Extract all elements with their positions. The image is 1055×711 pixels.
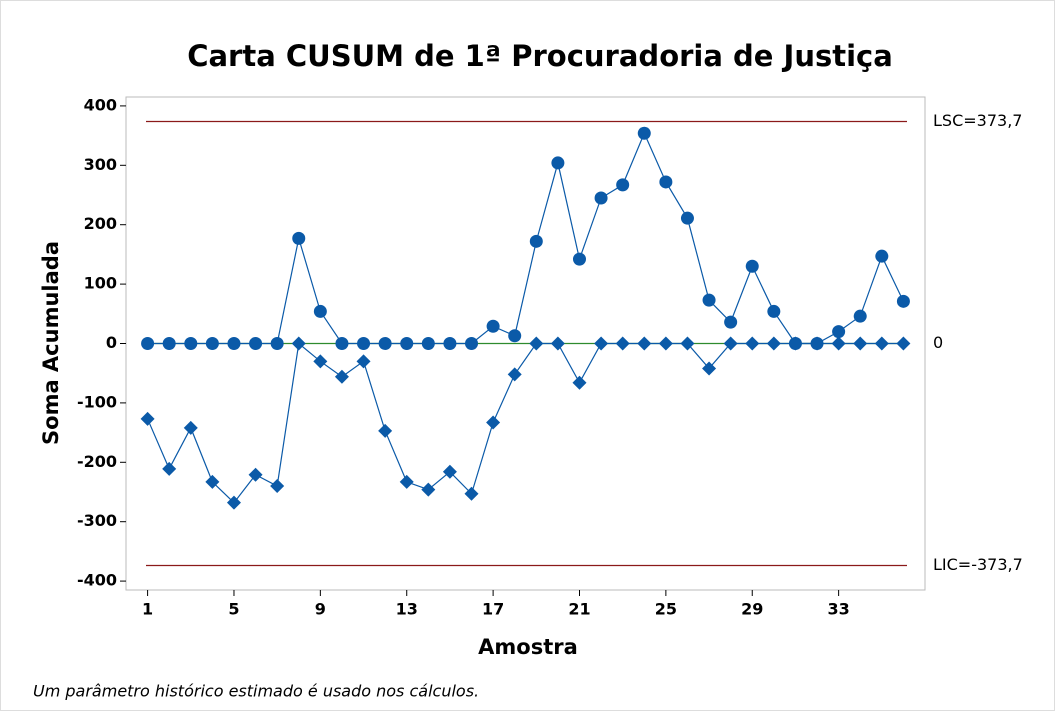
x-tick-label: 21 — [568, 600, 590, 619]
x-tick-label: 29 — [741, 600, 763, 619]
diamond-marker — [788, 336, 803, 351]
circle-marker — [551, 156, 565, 170]
footnote: Um parâmetro histórico estimado é usado … — [33, 682, 479, 701]
diamond-marker — [529, 336, 544, 351]
diamond-marker — [658, 336, 673, 351]
circle-marker — [400, 337, 414, 350]
diamond-marker — [270, 479, 285, 494]
diamond-marker — [572, 375, 587, 390]
y-tick-label: 400 — [84, 95, 117, 114]
diamond-marker — [810, 336, 825, 351]
y-tick-label: 0 — [106, 333, 117, 352]
circle-marker — [292, 231, 306, 245]
circle-marker — [572, 252, 586, 266]
diamond-marker — [291, 336, 306, 351]
diamond-marker — [183, 420, 198, 435]
diamond-marker — [399, 474, 414, 489]
reference-label: LSC=373,7 — [933, 111, 1022, 130]
circle-marker — [205, 337, 219, 350]
circle-marker — [853, 309, 867, 323]
diamond-marker — [853, 336, 868, 351]
diamond-marker — [356, 354, 371, 369]
circle-marker — [184, 337, 198, 350]
circle-marker — [162, 337, 176, 350]
diamond-marker — [766, 336, 781, 351]
x-axis-title: Amostra — [478, 635, 578, 659]
diamond-marker — [421, 482, 436, 497]
diamond-marker — [831, 336, 846, 351]
circle-marker — [659, 175, 673, 189]
circle-marker — [443, 337, 457, 350]
y-tick-label: -200 — [77, 452, 117, 471]
diamond-marker — [507, 367, 522, 382]
circle-marker — [357, 337, 371, 350]
y-tick-label: 100 — [84, 274, 117, 293]
circle-marker — [616, 178, 630, 192]
diamond-marker — [248, 467, 263, 482]
diamond-marker — [680, 336, 695, 351]
circle-marker — [702, 293, 716, 307]
circle-marker — [529, 234, 543, 248]
y-tick-label: 200 — [84, 214, 117, 233]
circle-marker — [486, 319, 500, 333]
x-tick-label: 13 — [396, 600, 418, 619]
diamond-marker — [140, 411, 155, 426]
circle-marker — [637, 126, 651, 140]
circle-marker — [745, 259, 759, 273]
diamond-marker — [637, 336, 652, 351]
x-tick-label: 25 — [655, 600, 677, 619]
diamond-marker — [464, 486, 479, 501]
circle-marker — [508, 329, 522, 343]
diamond-marker — [550, 336, 565, 351]
diamond-marker — [205, 474, 220, 489]
circle-marker — [832, 325, 846, 339]
circle-marker — [767, 304, 781, 318]
circle-marker — [378, 337, 392, 350]
circle-marker — [875, 249, 889, 263]
y-tick-label: 300 — [84, 155, 117, 174]
diamond-marker — [723, 336, 738, 351]
circle-marker — [270, 337, 284, 350]
x-tick-label: 17 — [482, 600, 504, 619]
diamond-marker — [226, 495, 241, 510]
y-tick-label: -100 — [77, 392, 117, 411]
diamond-marker — [313, 354, 328, 369]
diamond-marker — [745, 336, 760, 351]
circle-marker — [896, 294, 910, 308]
circle-marker — [141, 337, 155, 350]
circle-marker — [335, 337, 349, 350]
y-tick-label: -300 — [77, 511, 117, 530]
diamond-marker — [615, 336, 630, 351]
x-tick-label: 9 — [315, 600, 326, 619]
y-axis-title: Soma Acumulada — [39, 241, 63, 445]
circle-marker — [465, 337, 479, 350]
circle-marker — [249, 337, 263, 350]
diamond-marker — [442, 464, 457, 479]
diamond-marker — [334, 369, 349, 384]
x-tick-label: 33 — [827, 600, 849, 619]
diamond-marker — [594, 336, 609, 351]
diamond-marker — [702, 361, 717, 376]
circle-marker — [680, 211, 694, 225]
x-tick-label: 1 — [142, 600, 153, 619]
reference-label: 0 — [933, 333, 943, 352]
circle-marker — [594, 191, 608, 205]
circle-marker — [421, 337, 435, 350]
chart-title: Carta CUSUM de 1ª Procuradoria de Justiç… — [187, 39, 893, 73]
diamond-marker — [874, 336, 889, 351]
diamond-marker — [896, 336, 911, 351]
diamond-marker — [162, 461, 177, 476]
circle-marker — [227, 337, 241, 350]
circle-marker — [313, 304, 327, 318]
y-tick-label: -400 — [77, 571, 117, 590]
diamond-marker — [378, 423, 393, 438]
diamond-marker — [486, 415, 501, 430]
reference-label: LIC=-373,7 — [933, 555, 1023, 574]
x-tick-label: 5 — [228, 600, 239, 619]
circle-marker — [724, 315, 738, 329]
